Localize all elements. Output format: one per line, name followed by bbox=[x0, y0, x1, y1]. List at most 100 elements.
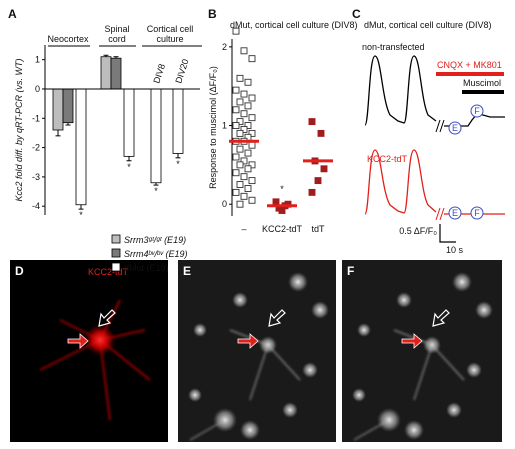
panel-e: E bbox=[178, 260, 336, 442]
point bbox=[236, 200, 244, 208]
y-axis-label: Response to muscimol (ΔF/F₀) bbox=[208, 66, 218, 189]
trace-label: non-transfected bbox=[362, 42, 425, 52]
point bbox=[240, 90, 248, 98]
cell bbox=[84, 324, 116, 356]
point bbox=[232, 169, 240, 177]
break-mark bbox=[435, 207, 445, 221]
point bbox=[236, 98, 244, 106]
legend-swatch bbox=[111, 234, 121, 244]
bar bbox=[62, 88, 74, 124]
micrograph bbox=[342, 260, 502, 442]
point bbox=[320, 165, 328, 173]
point bbox=[244, 185, 252, 192]
legend-swatch bbox=[111, 262, 121, 272]
x-tick-label: KCC2-tdT bbox=[262, 224, 303, 234]
break-mark bbox=[435, 119, 445, 133]
point bbox=[308, 188, 316, 196]
drug-label: CNQX + MK801 bbox=[437, 60, 502, 70]
point bbox=[248, 94, 256, 102]
point bbox=[232, 153, 240, 161]
time-marker bbox=[448, 121, 462, 135]
point bbox=[248, 196, 256, 204]
point bbox=[236, 181, 244, 188]
y-tick-label: 0 bbox=[35, 84, 40, 94]
point bbox=[244, 149, 252, 157]
bar bbox=[75, 88, 87, 206]
trace-title: dMut, cortical cell culture (DIV8) bbox=[364, 20, 492, 30]
panel-c: dMut, cortical cell culture (DIV8) non-t… bbox=[362, 20, 505, 255]
bar bbox=[172, 88, 184, 154]
point bbox=[232, 122, 240, 129]
point bbox=[248, 161, 256, 169]
y-tick-label: 0 bbox=[222, 199, 227, 209]
bar bbox=[110, 57, 122, 90]
point bbox=[232, 86, 240, 94]
point bbox=[236, 129, 244, 137]
point bbox=[240, 157, 248, 165]
group-label: Spinal cord bbox=[104, 24, 129, 44]
panel-letter: C bbox=[352, 7, 361, 21]
time-marker-label: F bbox=[474, 208, 480, 218]
significance: * bbox=[280, 184, 284, 194]
time-marker-label: F bbox=[474, 106, 480, 116]
point bbox=[232, 106, 240, 114]
time-marker-label: E bbox=[452, 208, 458, 218]
point bbox=[248, 141, 256, 149]
x-tick-label: – bbox=[241, 224, 246, 234]
bar bbox=[100, 56, 112, 90]
point bbox=[240, 47, 248, 55]
panel-letter: A bbox=[8, 7, 17, 21]
point bbox=[240, 126, 248, 133]
y-tick-label: -3 bbox=[32, 172, 40, 182]
arrow bbox=[268, 309, 286, 327]
arrow bbox=[237, 333, 259, 349]
legend-label: Srrm4ᵇᵛ/ᵇᵛ (E19) bbox=[124, 249, 188, 259]
x-tick-label: tdT bbox=[311, 224, 325, 234]
panel-letter: F bbox=[347, 264, 354, 278]
point bbox=[244, 102, 252, 110]
point bbox=[240, 192, 248, 200]
panel-d: D KCC2-tdT bbox=[10, 260, 168, 442]
micrograph bbox=[178, 260, 336, 442]
panel-letter: E bbox=[183, 264, 191, 278]
point bbox=[278, 207, 286, 214]
drug-bar bbox=[462, 90, 504, 94]
x-tick-label: DIV20 bbox=[173, 58, 190, 85]
time-marker-label: E bbox=[452, 123, 458, 133]
group-label: Neocortex bbox=[47, 34, 89, 44]
scale-label: 10 s bbox=[446, 245, 464, 255]
point bbox=[236, 145, 244, 153]
panel-letter: B bbox=[208, 7, 217, 21]
panel-f: F bbox=[342, 260, 502, 442]
group-label: Cortical cell culture bbox=[147, 24, 194, 44]
arrow bbox=[67, 333, 89, 349]
drug-bar bbox=[436, 72, 504, 76]
point bbox=[240, 110, 248, 118]
point bbox=[244, 78, 252, 86]
arrow bbox=[98, 309, 116, 327]
point bbox=[248, 177, 256, 185]
significance: * bbox=[176, 159, 180, 169]
point bbox=[236, 74, 244, 82]
point bbox=[244, 122, 252, 129]
point bbox=[248, 129, 256, 137]
y-tick-label: 1 bbox=[35, 55, 40, 65]
point bbox=[240, 173, 248, 181]
panel-letter: D bbox=[15, 264, 24, 278]
point bbox=[232, 188, 240, 196]
point bbox=[272, 198, 280, 206]
point bbox=[236, 118, 244, 126]
point bbox=[232, 27, 240, 35]
y-tick-label: -2 bbox=[32, 143, 40, 153]
trace-label: KCC2-tdT bbox=[367, 154, 408, 164]
significance: * bbox=[127, 162, 131, 172]
point bbox=[308, 118, 316, 126]
time-marker bbox=[470, 206, 484, 220]
time-marker bbox=[470, 104, 484, 118]
legend-label: dMut (E19) bbox=[124, 263, 169, 273]
x-tick-label: DIV8 bbox=[151, 62, 167, 84]
arrow bbox=[432, 309, 450, 327]
bar bbox=[150, 88, 162, 184]
drug-label: Muscimol bbox=[463, 78, 501, 88]
